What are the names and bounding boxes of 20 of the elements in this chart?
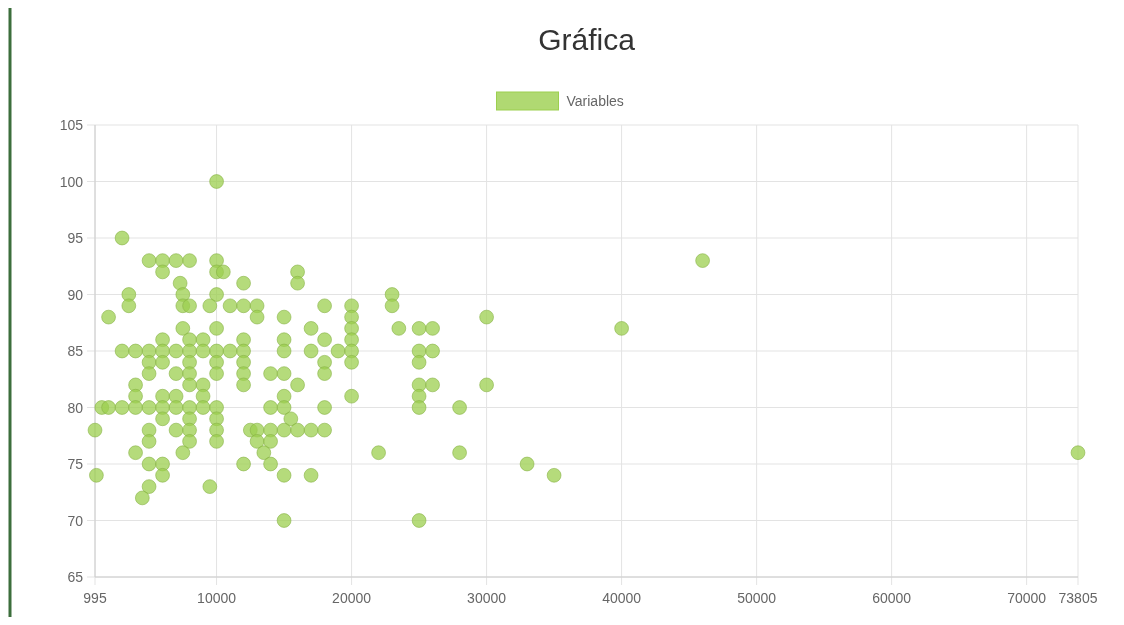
x-tick-label: 10000 <box>197 590 237 606</box>
x-tick-label: 73805 <box>1058 590 1098 606</box>
y-tick-label: 90 <box>67 286 84 303</box>
y-tick-label: 100 <box>59 173 84 190</box>
chart-title: Gráfica <box>538 23 636 56</box>
y-tick-label: 65 <box>67 569 84 585</box>
y-tick-label: 75 <box>67 456 84 472</box>
x-tick-label: 995 <box>83 590 107 606</box>
x-tick-label: 20000 <box>332 590 372 606</box>
x-tick-label: 60000 <box>872 590 912 606</box>
legend-label: Variables <box>566 93 624 109</box>
x-tick-label: 50000 <box>737 590 777 606</box>
y-tick-label: 80 <box>67 399 84 416</box>
y-tick-label: 95 <box>67 230 84 246</box>
y-tick-label: 105 <box>59 117 84 133</box>
y-tick-label: 70 <box>67 512 84 529</box>
y-tick-label: 85 <box>67 343 84 359</box>
x-tick-label: 30000 <box>467 590 507 606</box>
x-tick-label: 70000 <box>1007 590 1047 606</box>
x-tick-label: 40000 <box>602 590 642 606</box>
